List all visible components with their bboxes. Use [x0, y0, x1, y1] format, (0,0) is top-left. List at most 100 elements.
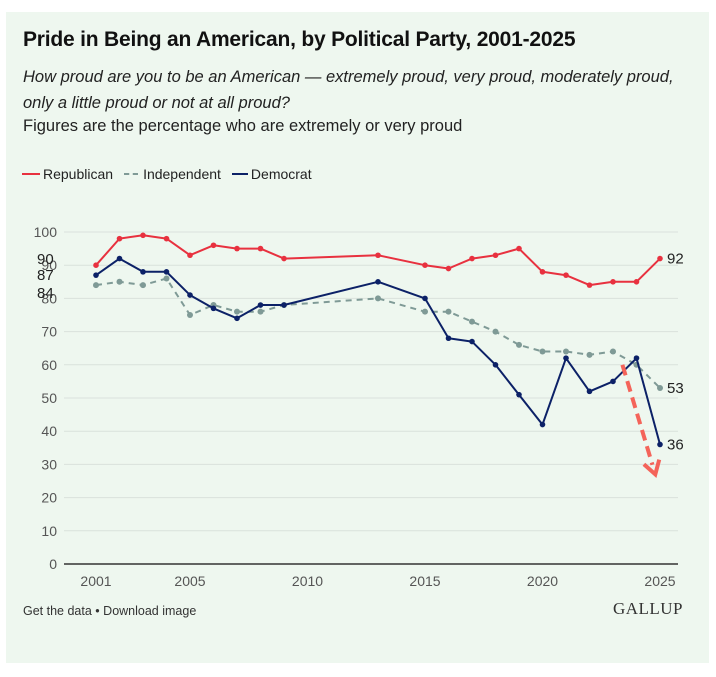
point-republican: [492, 252, 499, 259]
point-republican: [163, 235, 170, 242]
point-republican: [187, 252, 193, 259]
point-republican: [140, 232, 146, 239]
point-independent: [586, 351, 593, 358]
point-democrat: [140, 269, 146, 275]
series-lines: [93, 232, 663, 448]
x-tick-label: 2010: [292, 573, 323, 589]
point-independent: [93, 282, 99, 289]
point-independent: [140, 282, 146, 289]
point-democrat: [563, 355, 569, 361]
point-democrat: [163, 269, 170, 275]
survey-question: How proud are you to be an American — ex…: [23, 68, 674, 112]
point-republican: [234, 245, 240, 252]
y-tick-label: 80: [41, 290, 57, 306]
point-republican: [633, 279, 640, 285]
point-democrat: [445, 335, 452, 342]
point-republican: [422, 262, 428, 269]
point-independent: [657, 385, 663, 392]
x-axis-ticks: 2001 2005 2010 2015 2020 2025: [80, 573, 675, 589]
point-democrat: [234, 315, 240, 322]
x-tick-label: 2015: [409, 573, 440, 589]
point-democrat: [422, 295, 428, 302]
point-republican: [257, 245, 264, 252]
point-republican: [610, 279, 616, 285]
point-independent: [469, 318, 475, 325]
annotations: [620, 364, 662, 479]
trend-arrow: [620, 364, 662, 479]
legend-label-independent: Independent: [143, 166, 221, 182]
point-democrat: [539, 421, 546, 428]
legend-swatch-democrat: [231, 173, 248, 175]
series-democrat: [93, 255, 663, 448]
point-independent: [375, 295, 381, 302]
start-label-republican: 90: [37, 251, 54, 268]
grid-lines: [64, 231, 678, 565]
legend-label-republican: Republican: [43, 166, 114, 182]
point-republican: [657, 255, 663, 262]
x-tick-label: 2001: [80, 573, 111, 589]
point-democrat: [492, 362, 499, 368]
point-independent: [234, 308, 240, 315]
footer-links: Get the data • Download image: [23, 604, 196, 618]
legend-item-democrat[interactable]: Democrat: [231, 166, 312, 182]
point-independent: [445, 308, 452, 315]
point-republican: [539, 269, 546, 275]
point-democrat: [375, 279, 381, 285]
x-tick-label: 2005: [174, 573, 205, 589]
end-label-independent: 53: [667, 380, 684, 397]
legend-item-republican[interactable]: Republican: [22, 166, 113, 182]
point-democrat: [281, 302, 287, 308]
line-democrat: [95, 257, 661, 445]
point-independent: [257, 308, 264, 315]
point-independent: [163, 275, 170, 282]
x-tick-label: 2025: [644, 573, 675, 589]
point-democrat: [116, 255, 123, 262]
legend-swatch-independent: [124, 173, 139, 175]
point-republican: [93, 262, 99, 269]
series-republican: [93, 232, 663, 288]
trend-arrow-shaft: [620, 364, 655, 466]
legend: Republican Independent Democrat: [22, 166, 323, 182]
point-independent: [610, 348, 616, 355]
legend-label-democrat: Democrat: [250, 166, 312, 182]
chart-title: Pride in Being an American, by Political…: [23, 28, 576, 51]
point-democrat: [187, 292, 193, 298]
y-tick-label: 60: [41, 357, 57, 373]
point-democrat: [516, 391, 522, 398]
point-independent: [187, 312, 193, 318]
point-independent: [492, 328, 499, 335]
gallup-logo: GALLUP: [612, 599, 683, 618]
point-independent: [563, 348, 569, 355]
y-axis-ticks: 0 10 20 30 40 50 60 70 80 90 100: [34, 224, 58, 572]
legend-item-independent[interactable]: Independent: [124, 166, 221, 182]
point-republican: [586, 282, 593, 288]
point-independent: [422, 308, 428, 315]
start-label-democrat: 87: [37, 267, 54, 284]
data-labels: 90 92 84 53 87 36: [37, 251, 684, 454]
point-democrat: [633, 355, 640, 361]
y-tick-label: 0: [49, 556, 57, 572]
download-image-link[interactable]: Download image: [103, 604, 197, 618]
point-republican: [516, 245, 522, 252]
point-republican: [375, 252, 381, 259]
point-republican: [116, 235, 123, 242]
chart-card: [6, 12, 709, 663]
point-democrat: [257, 302, 264, 308]
point-independent: [516, 341, 522, 348]
y-tick-label: 30: [41, 456, 57, 472]
y-tick-label: 90: [41, 257, 57, 273]
y-tick-label: 20: [41, 490, 57, 506]
trend-arrow-head: [642, 459, 662, 479]
y-tick-label: 70: [41, 324, 57, 340]
point-democrat: [210, 305, 217, 312]
point-republican: [281, 255, 287, 262]
start-label-independent: 84: [37, 285, 54, 302]
point-democrat: [586, 388, 593, 395]
x-tick-label: 2020: [527, 573, 558, 589]
point-republican: [445, 265, 452, 272]
point-democrat: [610, 378, 616, 385]
get-data-link[interactable]: Get the data: [23, 604, 92, 618]
footer-separator: •: [95, 604, 100, 618]
end-label-democrat: 36: [667, 436, 684, 453]
